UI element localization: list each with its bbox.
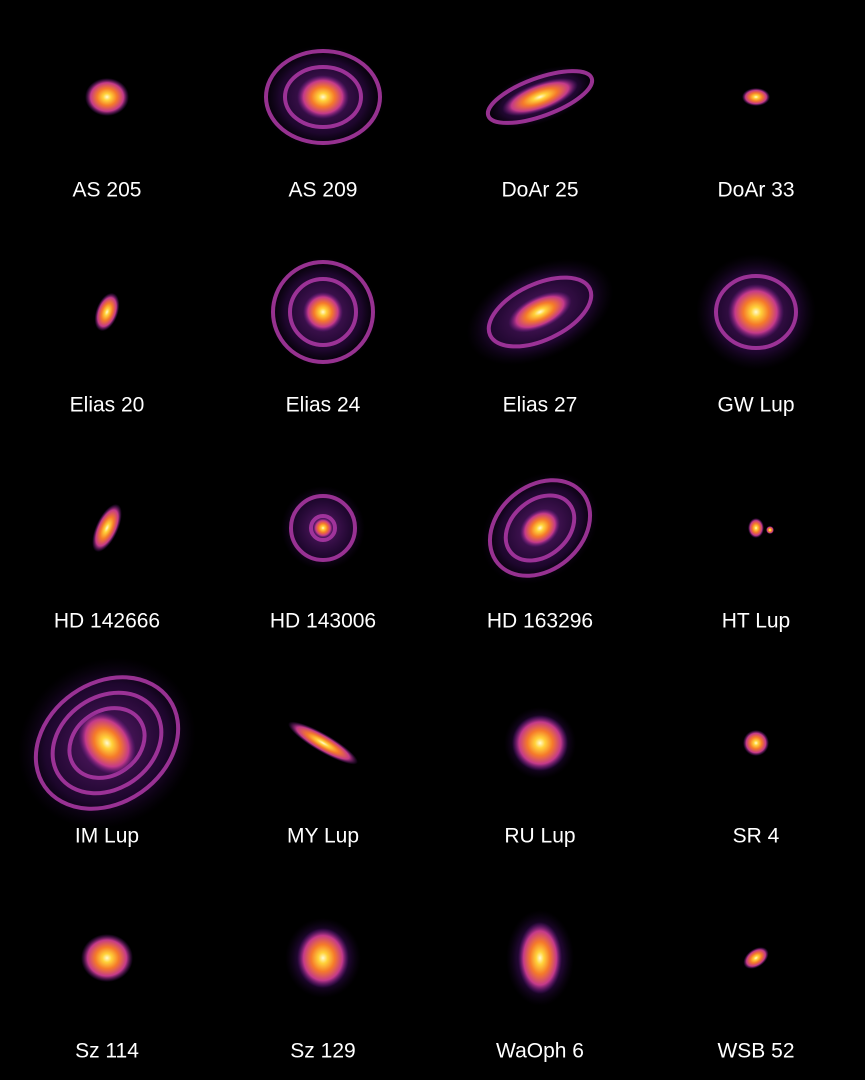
disk-label: MY Lup [287,825,359,848]
disk-core [92,503,122,553]
disk-core [742,88,770,106]
disk-label: IM Lup [75,825,139,848]
disk [288,721,358,765]
disk-ring [33,675,181,811]
disk-label: HD 142666 [54,610,160,633]
disk-ring [283,65,363,129]
disk-core [81,934,133,982]
disk-label: Sz 129 [290,1040,355,1063]
disk [742,88,770,106]
disk-core [313,518,333,538]
companion [766,526,774,534]
disk-label: Elias 24 [286,394,361,417]
disk [466,258,614,366]
disk [743,730,769,756]
disk-label: AS 209 [289,179,358,202]
disk-label: WSB 52 [717,1040,794,1063]
disk-ring [289,494,357,562]
disk-label: SR 4 [733,825,780,848]
disk-core [728,284,784,340]
disk-core [518,922,562,994]
disk-label: Elias 20 [70,394,145,417]
disk [696,254,816,370]
disk-core [512,715,568,771]
disk [743,947,769,969]
disk-label: RU Lup [504,825,575,848]
disk-ring [485,69,595,125]
disk-ring [714,274,798,350]
disk-ring [309,514,337,542]
disk-ring [487,478,593,578]
disk [94,292,120,332]
disk [92,503,122,553]
disk-core [502,78,578,116]
disk-ring [503,493,577,563]
disk-core [743,730,769,756]
disk-label: GW Lup [717,394,794,417]
disk-core [519,508,561,548]
disk-core [85,78,129,116]
disk [85,78,129,116]
disk [506,910,574,1006]
disk-core [78,711,136,775]
disk-label: DoAr 25 [501,179,578,202]
disk [18,657,196,829]
disk-core [94,292,120,332]
disk-ring [288,277,358,347]
disk [261,45,385,149]
disk-ring [271,260,375,364]
disk-label: Sz 114 [75,1040,139,1063]
disk-label: HD 143006 [270,610,376,633]
disk-core [743,947,769,969]
disk-core [748,518,764,538]
disk-core [288,721,358,765]
disk-label: DoAr 33 [717,179,794,202]
disk-core [297,75,349,119]
disk-core [303,292,343,332]
disk-core [297,928,349,988]
disk-label: WaOph 6 [496,1040,584,1063]
disk [748,518,774,538]
disk-label: HD 163296 [487,610,593,633]
disk [484,65,596,129]
disk-ring [486,275,594,349]
disk-label: AS 205 [73,179,142,202]
disk [285,918,361,998]
disk [504,707,576,779]
disk-label: HT Lup [722,610,791,633]
disk [481,471,599,585]
disk-core [508,291,572,333]
disk-ring [50,690,164,796]
disk-ring [264,49,382,145]
disk [281,486,365,570]
disk [81,934,133,982]
disk-label: Elias 27 [503,394,578,417]
disk [268,257,378,367]
